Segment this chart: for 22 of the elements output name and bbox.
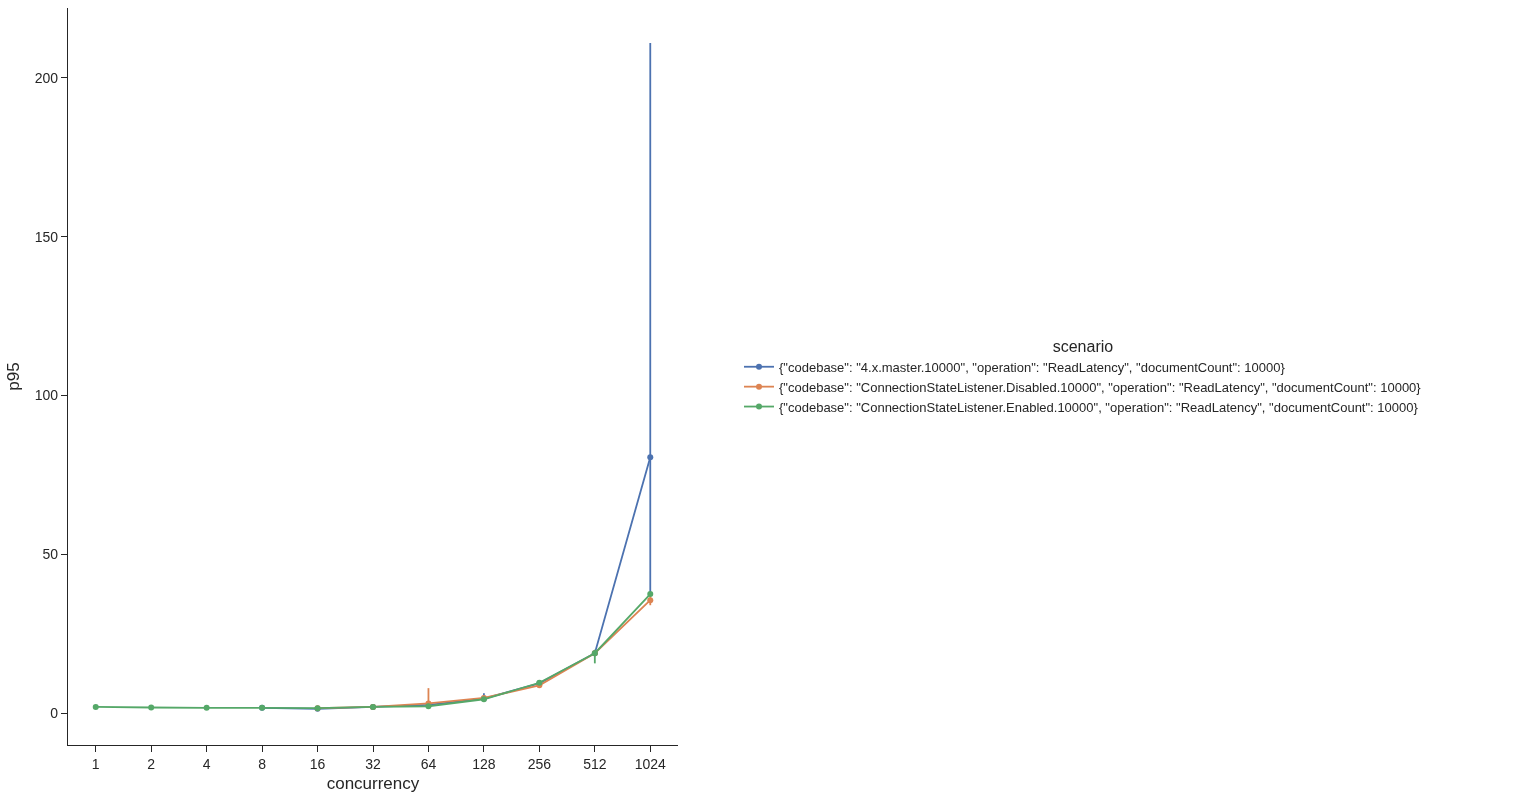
legend-title: scenario xyxy=(1052,337,1114,355)
x-tick-label: 512 xyxy=(583,755,607,772)
y-tick-label: 150 xyxy=(34,228,59,245)
x-tick-label: 256 xyxy=(527,755,552,772)
legend-label: {"codebase": "ConnectionStateListener.Disabled.10000", "operation": "ReadLatency", "documentCount": 10000} xyxy=(779,379,1422,395)
x-axis-title: concurrency xyxy=(326,774,420,794)
x-tick-label: 1024 xyxy=(634,755,667,772)
y-axis-title: p95 xyxy=(4,362,24,391)
x-tick-label: 16 xyxy=(309,755,326,772)
x-tick-label: 2 xyxy=(147,755,156,772)
legend-label: {"codebase": "4.x.master.10000", "operation": "ReadLatency", "documentCount": 10000} xyxy=(779,359,1286,375)
y-tick-label: 200 xyxy=(34,69,59,86)
legend-label: {"codebase": "ConnectionStateListener.Enabled.10000", "operation": "ReadLatency", "documentCount": 10000} xyxy=(779,399,1419,415)
x-tick-label: 32 xyxy=(365,755,381,772)
y-tick-label: 100 xyxy=(34,387,59,404)
x-tick-label: 4 xyxy=(202,755,211,772)
y-tick-label: 0 xyxy=(50,705,59,722)
x-tick-label: 8 xyxy=(258,755,267,772)
x-tick-label: 64 xyxy=(420,755,437,772)
x-tick-label: 1 xyxy=(91,755,100,772)
y-tick-label: 50 xyxy=(42,546,59,563)
x-tick-label: 128 xyxy=(472,755,496,772)
